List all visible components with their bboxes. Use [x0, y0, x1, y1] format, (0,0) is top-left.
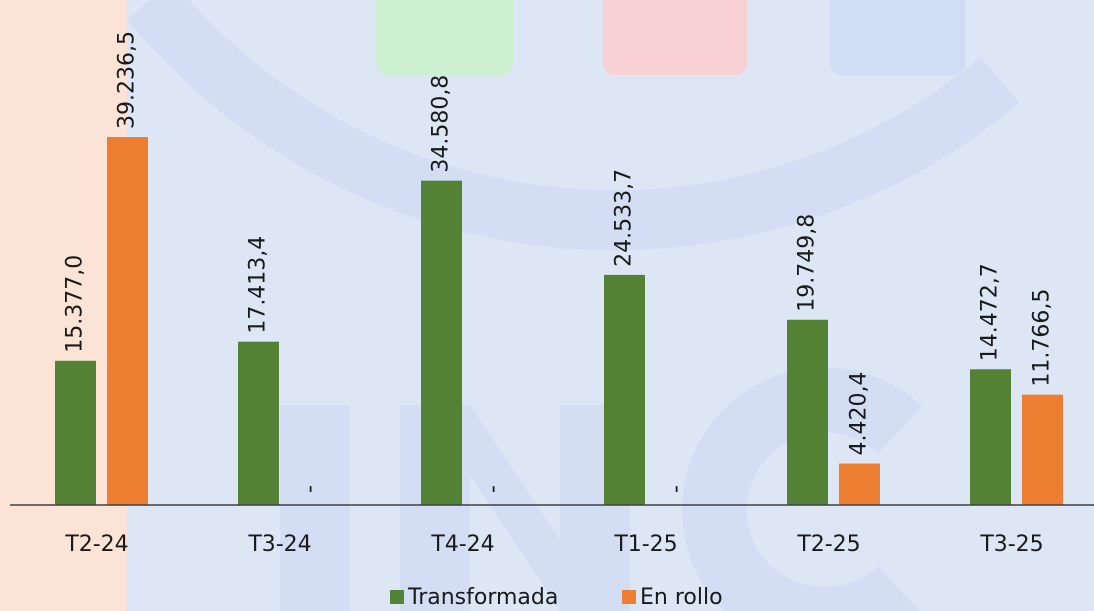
- x-tick-label: T3-24: [247, 532, 311, 557]
- value-label: 19.749,8: [795, 214, 820, 312]
- x-tick-label: T3-25: [979, 532, 1043, 557]
- bar: [421, 180, 462, 506]
- watermark-shape: [830, 0, 965, 75]
- value-label: 4.420,4: [847, 372, 872, 456]
- value-label: 15.377,0: [63, 255, 88, 353]
- bar: [107, 137, 148, 505]
- x-tick-label: T4-24: [430, 532, 494, 557]
- value-label: 34.580,8: [429, 75, 454, 173]
- legend-swatch: [622, 590, 636, 604]
- value-label: -: [481, 485, 506, 493]
- value-label: 39.236,5: [115, 31, 140, 129]
- value-label: 17.413,4: [246, 236, 271, 334]
- background-strip: [0, 0, 127, 611]
- legend-label: En rollo: [640, 585, 723, 610]
- x-tick-label: T2-24: [64, 532, 128, 557]
- watermark-arc: [126, 0, 1020, 251]
- x-tick-label: T1-25: [613, 532, 677, 557]
- value-label: -: [298, 485, 323, 493]
- bar: [238, 341, 279, 505]
- bar: [55, 360, 96, 505]
- bar: [970, 369, 1011, 505]
- watermark-shape: [376, 0, 513, 75]
- x-tick-label: T2-25: [796, 532, 860, 557]
- watermark-letter: [682, 367, 923, 611]
- watermark-shape: [603, 0, 747, 75]
- bar: [1022, 394, 1063, 505]
- bar: [787, 319, 828, 505]
- value-label: 24.533,7: [612, 169, 637, 267]
- bar: [604, 274, 645, 505]
- value-label: 11.766,5: [1030, 289, 1055, 387]
- value-label: -: [664, 485, 689, 493]
- bar: [839, 463, 880, 505]
- value-label: 14.472,7: [978, 263, 1003, 361]
- legend-label: Transformada: [407, 585, 558, 610]
- watermark-letter: [280, 405, 350, 611]
- legend-swatch: [390, 590, 404, 604]
